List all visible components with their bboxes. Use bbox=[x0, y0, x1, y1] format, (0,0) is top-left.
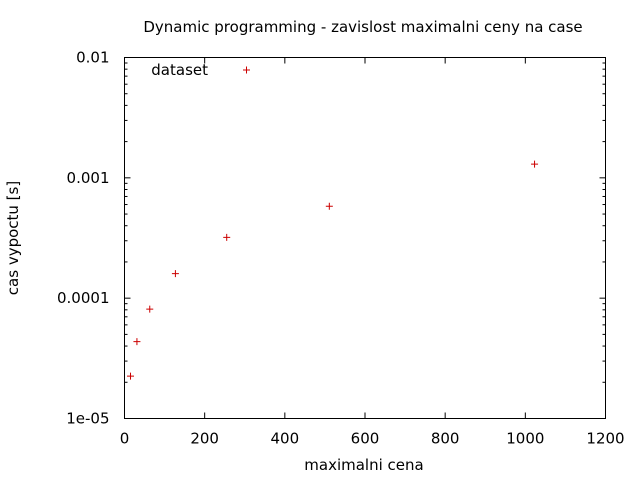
y-tick-label: 0.01 bbox=[76, 49, 109, 67]
x-axis: 0 200 400 600 800 1000 1200 bbox=[120, 57, 625, 448]
data-point bbox=[127, 372, 135, 380]
x-tick-label: 800 bbox=[431, 430, 460, 448]
legend-label: dataset bbox=[151, 61, 208, 79]
x-tick-label: 1200 bbox=[586, 430, 624, 448]
legend: dataset bbox=[151, 61, 250, 79]
x-tick-label: 400 bbox=[271, 430, 300, 448]
x-tick-label: 0 bbox=[120, 430, 130, 448]
y-tick-label: 0.001 bbox=[67, 169, 110, 187]
y-axis: 1e-05 0.0001 0.001 0.01 bbox=[57, 49, 606, 428]
y-tick-label: 0.0001 bbox=[57, 289, 110, 307]
data-point bbox=[325, 202, 333, 210]
x-tick-label: 1000 bbox=[506, 430, 544, 448]
legend-marker bbox=[243, 66, 250, 74]
data-points bbox=[127, 160, 539, 380]
data-point bbox=[133, 338, 141, 346]
data-point bbox=[223, 233, 231, 241]
x-tick-label: 200 bbox=[190, 430, 219, 448]
x-axis-label: maximalni cena bbox=[304, 456, 423, 474]
y-axis-label: cas vypoctu [s] bbox=[4, 181, 22, 295]
data-point bbox=[146, 305, 154, 313]
plot-frame bbox=[124, 57, 606, 419]
chart-title: Dynamic programming - zavislost maximaln… bbox=[143, 18, 582, 36]
data-point bbox=[171, 270, 179, 278]
y-tick-label: 1e-05 bbox=[66, 410, 109, 428]
x-tick-label: 600 bbox=[351, 430, 380, 448]
data-point bbox=[531, 160, 539, 168]
